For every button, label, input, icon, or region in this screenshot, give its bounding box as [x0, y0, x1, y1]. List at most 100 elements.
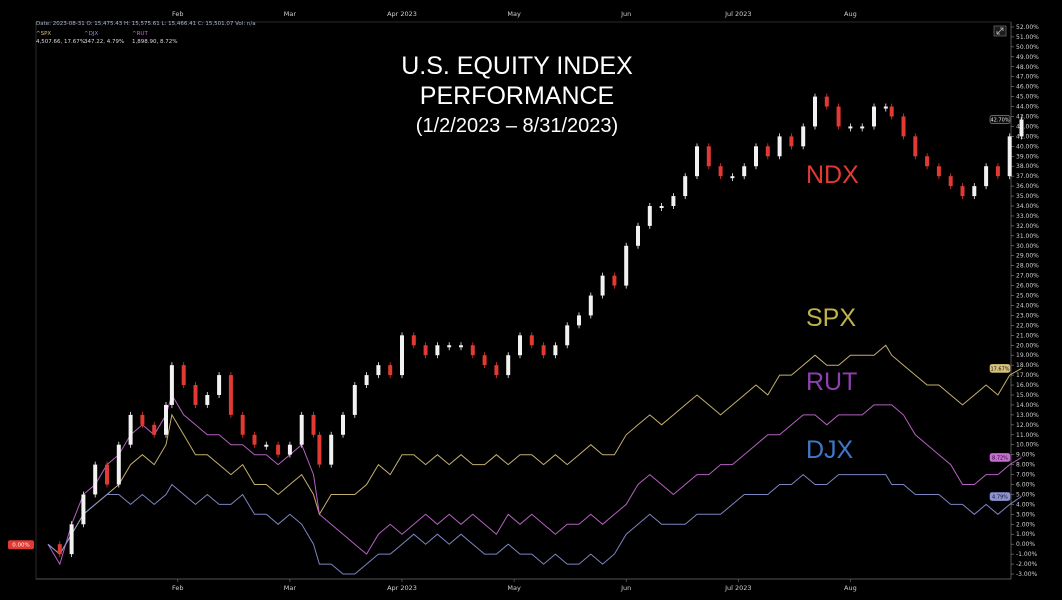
candle-body: [742, 166, 747, 177]
candle-body: [329, 434, 334, 465]
y-tick-label: 50.00%: [1016, 44, 1039, 51]
y-tick-label: 40.00%: [1016, 143, 1039, 150]
x-label-top: Mar: [284, 10, 297, 18]
candle-body: [813, 96, 817, 127]
candle-body: [57, 544, 62, 555]
candle-body: [435, 345, 440, 356]
legend-symbol-0: ^SPX: [36, 31, 51, 37]
y-tick-label: 7.00%: [1016, 472, 1035, 479]
y-tick-label: 45.00%: [1016, 94, 1039, 101]
candle-body: [205, 394, 210, 405]
legend-value-2: 1,898.90, 8.72%: [132, 39, 177, 45]
y-tick-label: 39.00%: [1016, 153, 1039, 160]
y-tick-label: 46.00%: [1016, 84, 1039, 91]
candle-body: [400, 335, 404, 376]
y-tick-label: 49.00%: [1016, 54, 1039, 61]
chart-title-line1: U.S. EQUITY INDEX: [401, 52, 633, 80]
candle-body: [765, 146, 770, 157]
y-tick-label: 18.00%: [1016, 362, 1039, 369]
candle-body: [883, 106, 888, 109]
candle-body: [872, 106, 876, 127]
y-tick-label: 51.00%: [1016, 34, 1039, 41]
x-label-bottom: May: [507, 584, 521, 592]
y-tick-label: 4.00%: [1016, 501, 1035, 508]
y-tick-label: 16.00%: [1016, 382, 1039, 389]
y-tick-label: 0.00%: [1016, 541, 1035, 548]
chart-title-line2: PERFORMANCE: [420, 82, 614, 110]
y-tick-label: 12.00%: [1016, 422, 1039, 429]
candle-body: [287, 444, 292, 455]
candle-body: [529, 335, 534, 346]
candle-body: [695, 146, 699, 177]
y-tick-label: 8.00%: [1016, 462, 1035, 469]
candle-body: [181, 365, 186, 386]
series-line-djx: [47, 473, 1022, 575]
candle-body: [936, 166, 941, 177]
candle-body: [423, 345, 428, 356]
candle-body: [93, 464, 98, 495]
y-tick-label: 33.00%: [1016, 213, 1039, 220]
y-tick-label: 26.00%: [1016, 283, 1039, 290]
x-label-bottom: Aug: [844, 584, 857, 592]
legend: ^SPX 4,507.66, 17.67% ^DJX 347.22, 4.79% ^RU…: [36, 31, 177, 45]
candle-body: [789, 136, 794, 147]
y-tick-label: 44.00%: [1016, 104, 1039, 111]
candle-body: [836, 106, 841, 127]
candle-body: [801, 126, 806, 147]
x-label-top: May: [507, 10, 521, 18]
candle-body: [388, 365, 393, 376]
label-rut: RUT: [806, 368, 857, 396]
candle-body: [913, 136, 918, 157]
candle-body: [636, 225, 640, 246]
legend-symbol-1: ^DJX: [84, 31, 98, 37]
candle-body: [494, 365, 499, 376]
chart-subtitle: (1/2/2023 – 8/31/2023): [416, 115, 618, 137]
x-label-bottom: Feb: [172, 584, 184, 592]
candle-body: [848, 126, 853, 129]
candle-body: [1019, 119, 1024, 137]
candle-body: [647, 206, 652, 226]
expand-icon[interactable]: [993, 25, 1007, 37]
y-tick-label: 9.00%: [1016, 452, 1035, 459]
end-badge-spx: [989, 364, 1011, 373]
y-tick-label: 25.00%: [1016, 293, 1039, 300]
x-label-bottom: Mar: [284, 584, 297, 592]
end-badge-label: 8.72%: [992, 455, 1008, 461]
end-badge-djx: [989, 492, 1011, 501]
y-tick-label: 35.00%: [1016, 193, 1039, 200]
candle-body: [459, 345, 463, 348]
x-label-top: Aug: [844, 10, 857, 18]
y-tick-label: 31.00%: [1016, 233, 1039, 240]
y-tick-label: 34.00%: [1016, 203, 1039, 210]
candle-body: [169, 365, 174, 405]
candle-body: [718, 166, 723, 177]
candle-body: [960, 186, 965, 197]
candle-body: [824, 96, 829, 107]
end-badge-label: 17.67%: [990, 366, 1009, 372]
y-tick-label: 42.00%: [1016, 123, 1039, 130]
y-tick-label: 30.00%: [1016, 243, 1039, 250]
end-badge-label: 42.70%: [990, 117, 1009, 123]
x-label-bottom: Jun: [620, 584, 631, 592]
candle-body: [364, 375, 369, 386]
label-spx: SPX: [806, 304, 856, 332]
candle-body: [612, 275, 617, 286]
y-tick-label: 27.00%: [1016, 273, 1039, 280]
y-tick-label: 38.00%: [1016, 163, 1039, 170]
candle-body: [228, 375, 233, 415]
candle-body: [777, 136, 782, 157]
candle-body: [376, 365, 381, 376]
y-tick-label: 11.00%: [1016, 432, 1039, 439]
candle-body: [299, 414, 304, 445]
candle-body: [240, 414, 245, 435]
candle-body: [860, 126, 865, 129]
candle-body: [252, 434, 257, 445]
candle-body: [482, 355, 487, 366]
candle-body: [588, 295, 593, 316]
candle-body: [659, 206, 664, 209]
x-label-bottom: Apr 2023: [387, 584, 417, 592]
y-tick-label: -1.00%: [1016, 551, 1038, 558]
x-label-top: Jul 2023: [724, 10, 751, 18]
